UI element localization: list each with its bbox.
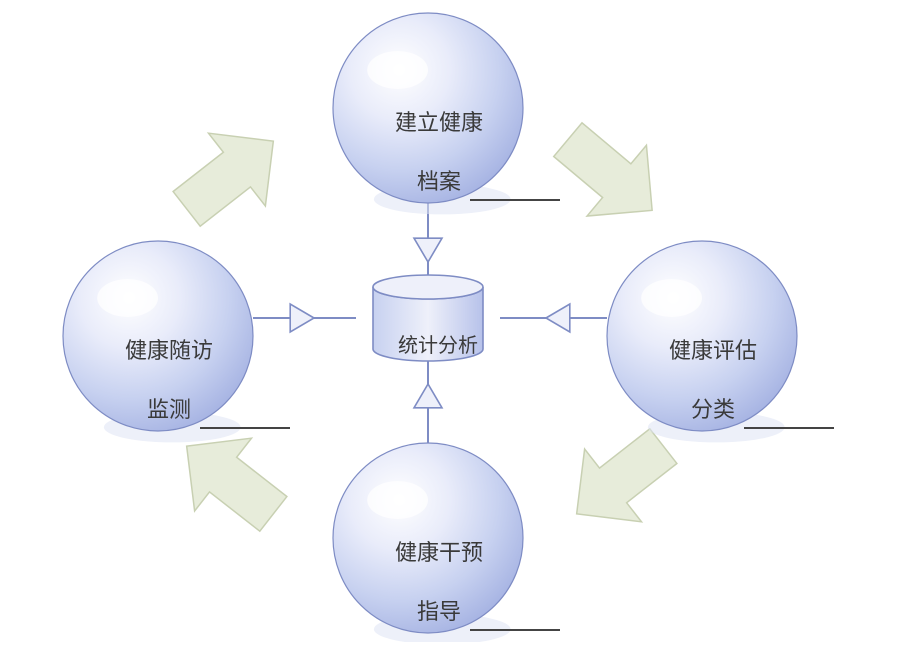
connector-arrowhead	[546, 304, 570, 332]
node-top	[333, 13, 523, 214]
node-left	[63, 241, 253, 442]
diagram-stage: 建立健康 档案 健康评估 分类 健康干预 指导 健康随访 监测 统计分析	[0, 0, 900, 642]
diagram-svg	[0, 0, 900, 642]
connector-arrowhead	[414, 238, 442, 262]
cycle-arrow	[158, 105, 302, 246]
connector-arrowhead	[414, 384, 442, 408]
node-right	[607, 241, 797, 442]
node-bottom	[333, 443, 523, 642]
connector-arrowhead	[290, 304, 314, 332]
center-cylinder	[373, 275, 483, 361]
cycle-arrow	[538, 104, 682, 245]
